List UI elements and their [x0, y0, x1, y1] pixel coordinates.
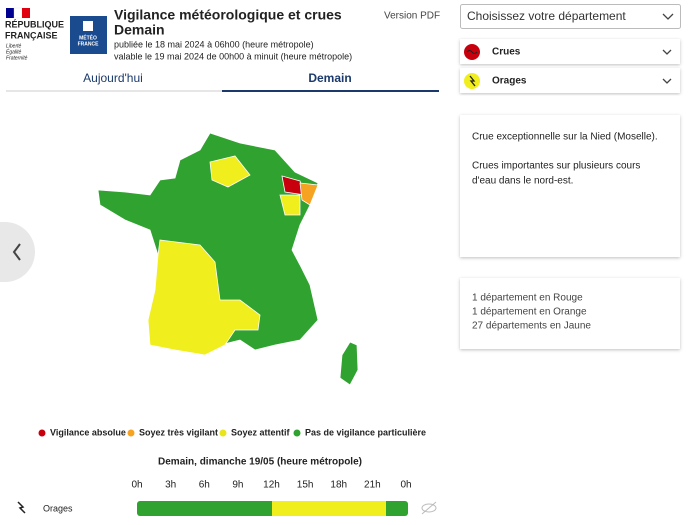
- hour-label: 6h: [199, 480, 210, 491]
- legend-label: Soyez attentif: [231, 427, 291, 437]
- republic-logo: RÉPUBLIQUE FRANÇAISE Liberté Égalité Fra…: [5, 7, 64, 61]
- hour-label: 12h: [263, 480, 280, 491]
- motto: Fraternité: [6, 55, 28, 61]
- republic-text: RÉPUBLIQUE: [5, 19, 64, 29]
- hour-label: 0h: [131, 480, 142, 491]
- department-select[interactable]: Choisissez votre département: [460, 4, 681, 29]
- select-label: Choisissez votre département: [467, 9, 626, 23]
- card-text: Crue exceptionnelle sur la Nied (Moselle…: [472, 132, 658, 143]
- phenomenon: Crues: [492, 47, 521, 58]
- logo-text: MÉTÉO: [79, 33, 97, 41]
- card-text: Crues importantes sur plusieurs cours: [472, 161, 640, 172]
- hour-label: 9h: [232, 480, 243, 491]
- phenomenon-row[interactable]: Crues: [460, 39, 680, 64]
- legend: Vigilance absolue Soyez très vigilant So…: [38, 427, 426, 437]
- republic-text: FRANÇAISE: [5, 30, 58, 40]
- title: Vigilance météorologique et crues: [114, 7, 342, 23]
- info-card: Crue exceptionnelle sur la Nied (Moselle…: [460, 115, 680, 257]
- summary-line: 1 département en Rouge: [472, 293, 583, 304]
- legend-label: Soyez très vigilant: [139, 427, 218, 437]
- phenomenon-row[interactable]: Orages: [460, 68, 680, 93]
- phenomenon: Orages: [492, 76, 527, 87]
- published: publiée le 18 mai 2024 à 06h00 (heure mé…: [114, 39, 314, 49]
- hour-label: 15h: [297, 480, 314, 491]
- timeline-row-label: Orages: [43, 503, 73, 513]
- summary-line: 1 département en Orange: [472, 307, 587, 318]
- hour-label: 3h: [165, 480, 176, 491]
- motto: Liberté: [6, 43, 22, 49]
- summary-line: 27 départements en Jaune: [472, 321, 591, 332]
- pdf-link[interactable]: Version PDF: [384, 11, 440, 22]
- meteo-logo: MÉTÉO FRANCE: [70, 16, 107, 54]
- legend-label: Pas de vigilance particulière: [305, 427, 426, 437]
- hour-label: 18h: [330, 480, 347, 491]
- card-text: d'eau dans le nord-est.: [472, 176, 573, 187]
- logo-text: FRANCE: [78, 41, 99, 47]
- tab[interactable]: Demain: [308, 71, 351, 85]
- storm-icon: [17, 501, 26, 514]
- france-map: [97, 132, 359, 386]
- legend-label: Vigilance absolue: [50, 427, 126, 437]
- hide-icon[interactable]: [421, 501, 437, 515]
- timeline-title: Demain, dimanche 19/05 (heure métropole): [158, 457, 362, 468]
- motto: Égalité: [6, 48, 22, 55]
- summary-card: 1 département en Rouge 1 département en …: [460, 278, 680, 349]
- prev-button[interactable]: [0, 222, 35, 282]
- hour-label: 21h: [364, 480, 381, 491]
- timeline-bar: [137, 501, 408, 516]
- hour-labels: 0h 3h 6h 9h 12h 15h 18h 21h 0h: [131, 480, 411, 491]
- valid: valable le 19 mai 2024 de 00h00 à minuit…: [114, 51, 352, 61]
- title-day: Demain: [114, 22, 165, 38]
- tab[interactable]: Aujourd'hui: [83, 71, 143, 85]
- hour-label: 0h: [400, 480, 411, 491]
